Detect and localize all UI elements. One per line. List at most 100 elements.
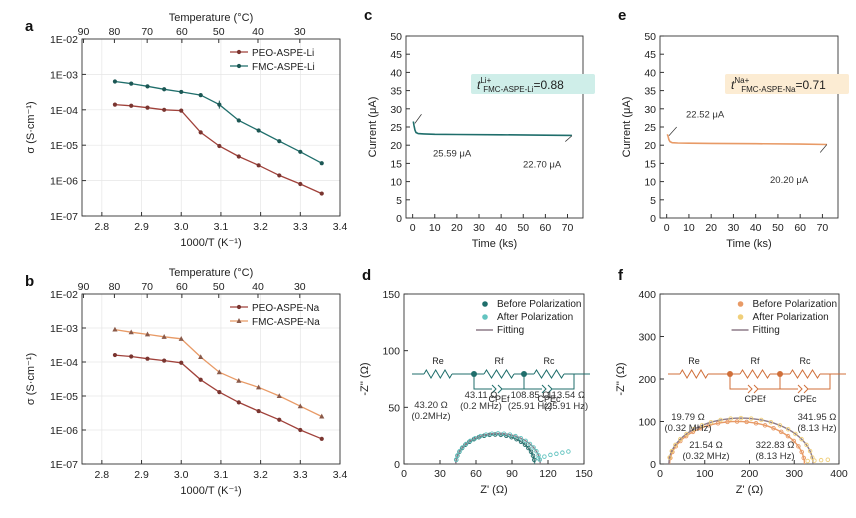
- panel-a: [81, 38, 341, 217]
- x-tick-label: 3.1: [214, 469, 229, 481]
- data-point: [128, 329, 134, 335]
- y-tick-label: 1E-03: [50, 323, 78, 335]
- legend-marker: [236, 318, 242, 323]
- impedance-point: [495, 431, 501, 436]
- legend-marker: [236, 63, 242, 69]
- y-tick-label: 1E-05: [50, 391, 78, 403]
- y-tick-label: 45: [644, 49, 656, 61]
- y-tick-label: 1E-07: [50, 211, 78, 223]
- x-tick-label: 3.2: [253, 469, 268, 481]
- y-axis-title: Current (μA): [367, 97, 379, 158]
- badge-part: =0.71: [795, 78, 826, 92]
- impedance-point: [523, 438, 528, 444]
- y-tick-label: 40: [390, 67, 402, 79]
- data-point: [198, 130, 203, 135]
- y-tick-label: 100: [638, 417, 656, 429]
- circuit-label-r: Rc: [544, 356, 555, 366]
- data-point: [277, 417, 282, 422]
- impedance-point: [489, 431, 495, 436]
- legend-label: PEO-ASPE-Li: [252, 48, 314, 59]
- circuit-label-r: Rf: [495, 356, 504, 366]
- top-tick-label: 80: [109, 26, 121, 38]
- data-point: [179, 108, 184, 113]
- impedance-point: [528, 449, 534, 455]
- impedance-point: [744, 419, 749, 425]
- badge-part: FMC-ASPE-Na: [741, 85, 796, 94]
- fitting-arc: [668, 420, 806, 465]
- data-point: [256, 163, 261, 168]
- tail-point: [805, 458, 810, 464]
- tail-point: [566, 449, 571, 454]
- y-tick-label: 0: [650, 213, 656, 225]
- y-axis-title: -Z'' (Ω): [359, 362, 371, 395]
- badge-part: Na: [734, 76, 745, 85]
- nyq-annotation: 341.95 Ω: [798, 412, 837, 423]
- circuit-label-cpe: CPEc: [793, 394, 817, 404]
- y-tick-label: 200: [638, 374, 656, 386]
- plot-frame: [659, 35, 839, 219]
- x-tick-label: 3.0: [174, 469, 189, 481]
- x-tick-label: 30: [434, 468, 446, 480]
- legend-marker: [236, 49, 242, 55]
- x-tick-label: 20: [451, 222, 463, 234]
- y-tick-label: 5: [396, 195, 402, 207]
- impedance-point: [810, 455, 815, 460]
- x-tick-label: 3.4: [333, 221, 348, 233]
- x-tick-label: 70: [562, 222, 574, 234]
- impedance-point: [728, 416, 733, 421]
- series-line-PEO-ASPE-Na: [114, 354, 322, 440]
- y-tick-label: 30: [390, 104, 402, 116]
- annotation-arrow: [565, 135, 573, 142]
- impedance-point: [467, 439, 472, 444]
- y-tick-label: 25: [644, 122, 656, 134]
- data-point: [145, 105, 150, 110]
- data-point: [319, 191, 324, 196]
- y-tick-label: 1E-06: [50, 425, 78, 437]
- y-tick-label: 10: [390, 177, 402, 189]
- legend-label: Fitting: [497, 325, 524, 336]
- data-point: [112, 352, 118, 358]
- y-tick-label: 30: [644, 104, 656, 116]
- data-point: [277, 173, 282, 178]
- data-point: [112, 79, 118, 84]
- data-point: [129, 354, 134, 359]
- impedance-point: [799, 449, 804, 455]
- panel-c: tLi+ FMC-ASPE-Li=0.88: [405, 35, 595, 219]
- series-line-FMC-ASPE-Na: [114, 328, 322, 418]
- circuit-label-cpe: CPEc: [537, 394, 561, 404]
- panel-label-f: f: [618, 267, 624, 284]
- circuit-label-r: Rf: [751, 356, 760, 366]
- legend-label: Fitting: [753, 325, 780, 336]
- x-axis-title: Z' (Ω): [480, 484, 507, 496]
- data-point: [319, 413, 325, 419]
- impedance-point: [796, 444, 801, 449]
- impedance-point: [708, 419, 714, 425]
- top-tick-label: 70: [141, 26, 153, 38]
- legend-label: FMC-ASPE-Na: [252, 317, 320, 328]
- impedance-point: [753, 420, 759, 426]
- legend-label: FMC-ASPE-Li: [252, 62, 315, 73]
- x-tick-label: 60: [794, 222, 806, 234]
- x-tick-label: 100: [696, 468, 714, 480]
- y-tick-label: 1E-02: [50, 289, 78, 301]
- data-point: [277, 139, 282, 144]
- annotation-arrow: [668, 126, 677, 136]
- y-tick-label: 300: [638, 332, 656, 344]
- panel-d: [403, 293, 590, 465]
- impedance-point: [501, 431, 507, 436]
- x-tick-label: 20: [705, 222, 717, 234]
- top-tick-label: 90: [78, 281, 90, 293]
- y-tick-label: 40: [644, 67, 656, 79]
- resistor: [789, 369, 821, 379]
- x-tick-label: 40: [750, 222, 762, 234]
- y-tick-label: 10: [644, 177, 656, 189]
- nyq-annotation: (0.32 MHz): [665, 423, 712, 434]
- impedance-point: [527, 441, 533, 447]
- badge-part: t: [731, 78, 735, 92]
- data-point: [145, 84, 150, 89]
- top-tick-label: 50: [213, 26, 225, 38]
- x-tick-label: 3.4: [333, 469, 348, 481]
- badge-part: +: [745, 76, 750, 85]
- transference-badge: [471, 74, 595, 94]
